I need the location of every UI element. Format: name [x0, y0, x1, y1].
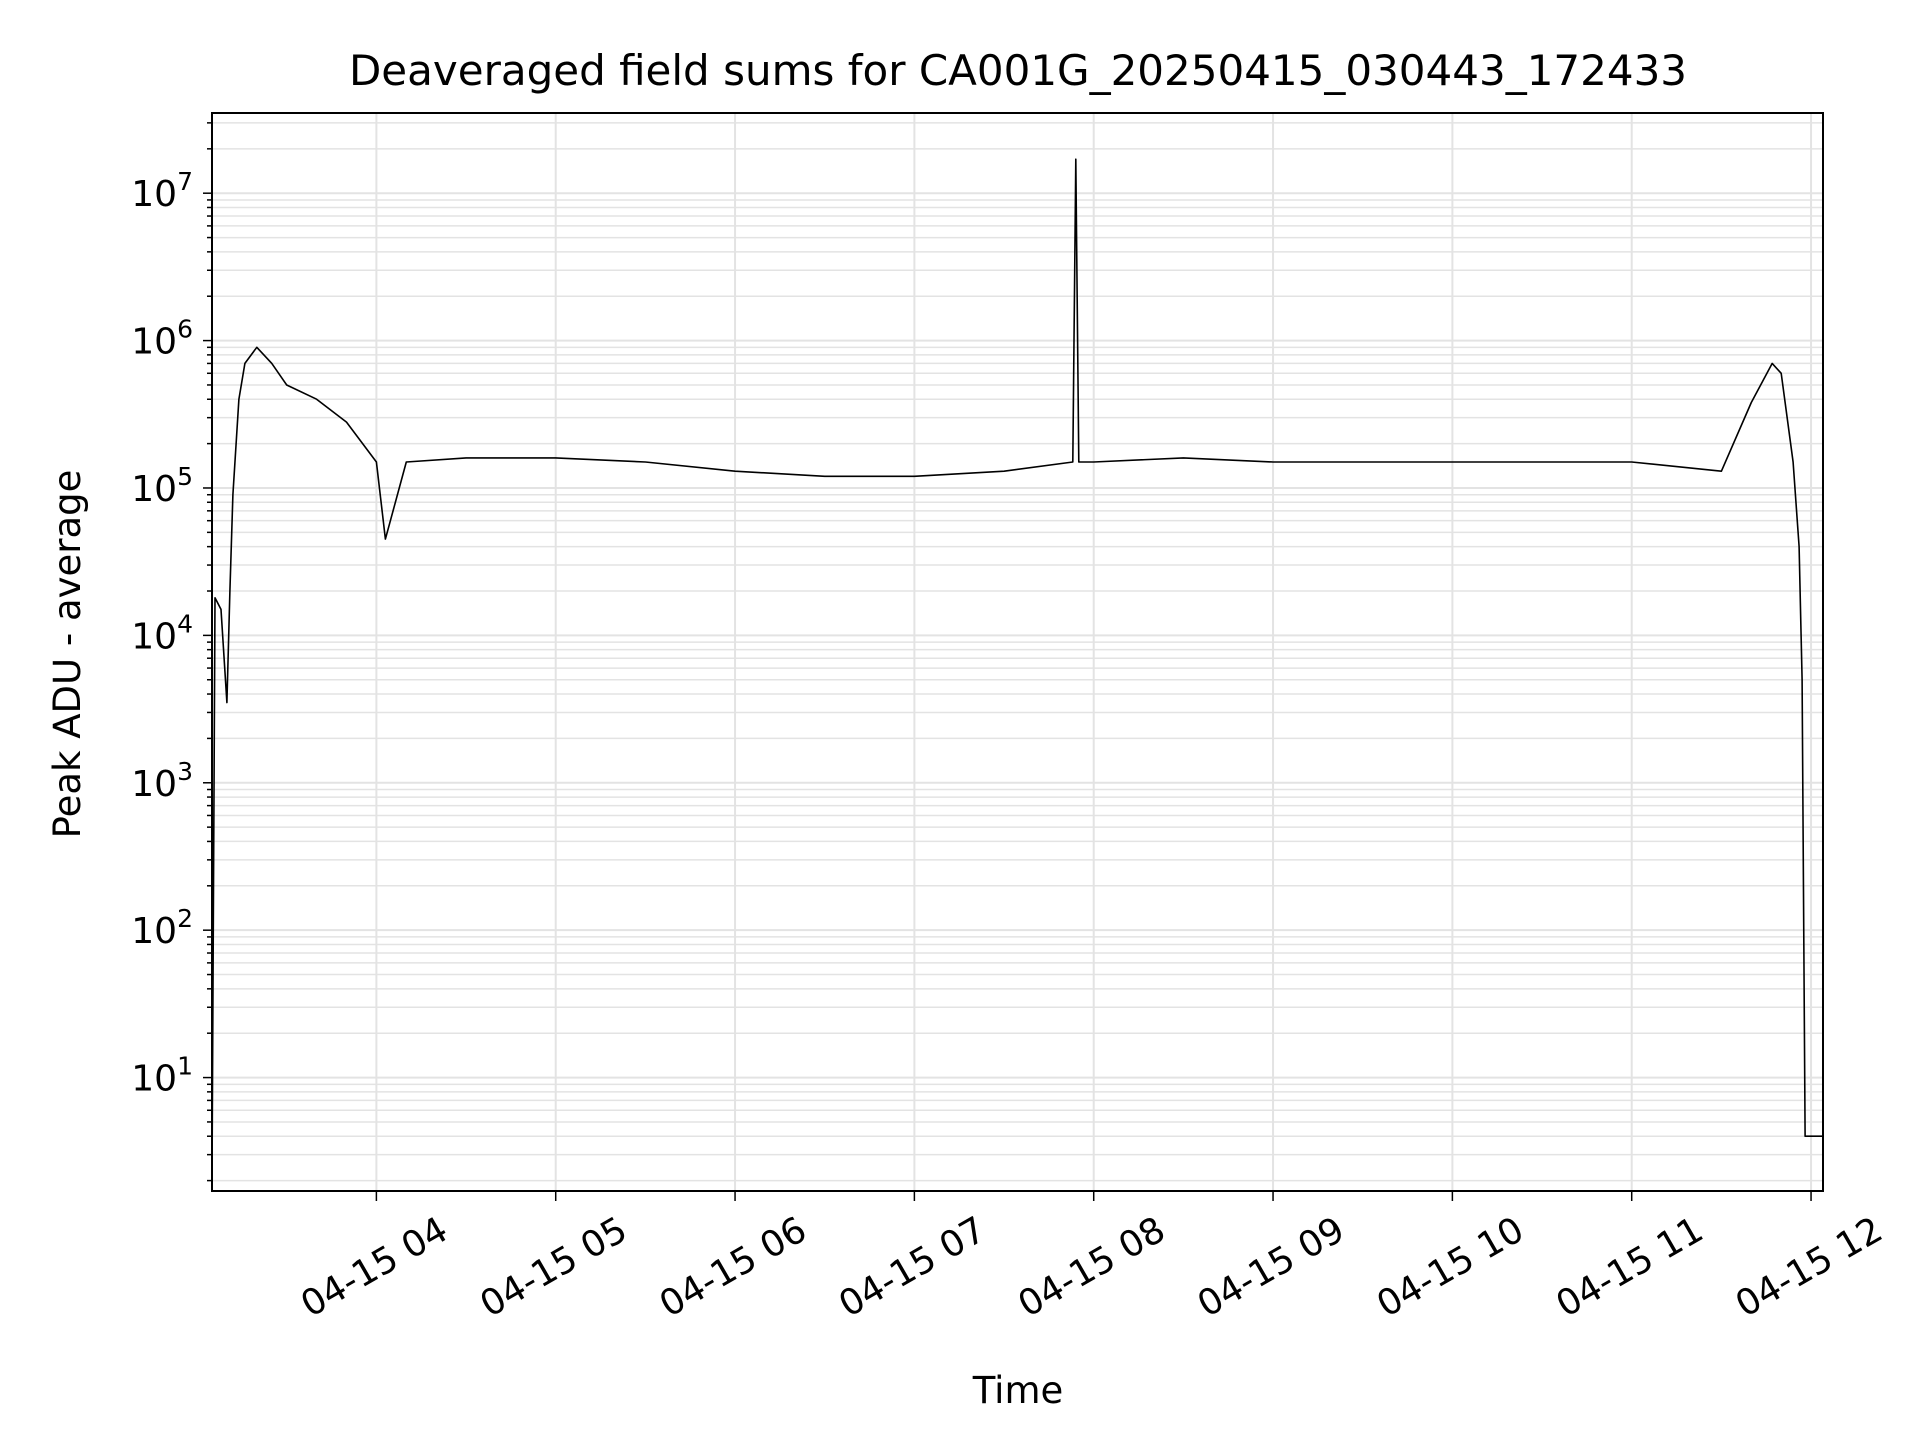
y-tick-label: 106	[131, 315, 193, 363]
grid	[212, 113, 1823, 1191]
series-layer	[211, 158, 1823, 1181]
plot-frame	[211, 112, 1824, 1192]
series-line	[211, 158, 1823, 1181]
chart-title: Deaveraged field sums for CA001G_2025041…	[349, 46, 1687, 95]
y-axis-label: Peak ADU - average	[46, 470, 89, 839]
x-axis-label: Time	[972, 1369, 1064, 1412]
y-tick-label: 101	[131, 1052, 193, 1100]
y-tick-label: 102	[131, 904, 193, 952]
y-tick-label: 104	[131, 609, 193, 657]
y-tick-label: 107	[131, 167, 193, 215]
y-tick-label: 103	[131, 757, 193, 805]
y-tick-label: 105	[131, 462, 193, 510]
